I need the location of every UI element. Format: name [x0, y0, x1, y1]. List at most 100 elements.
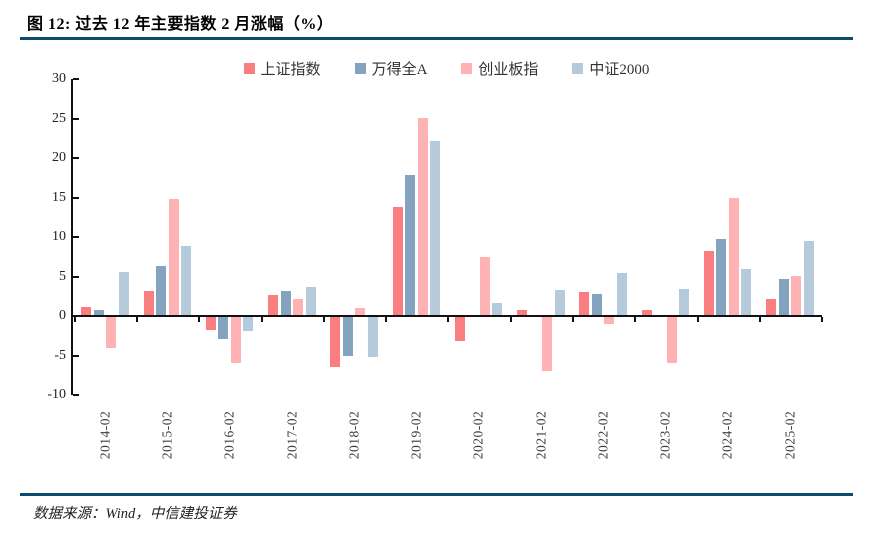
bar	[679, 289, 690, 316]
bar	[517, 309, 528, 316]
x-tick-label-text: 2016-02	[221, 410, 237, 460]
bar	[106, 316, 117, 349]
x-tick-label-text: 2019-02	[408, 410, 424, 460]
bar	[554, 289, 565, 316]
y-tick-label: 15	[52, 189, 66, 205]
x-axis-tick	[322, 317, 325, 322]
bar	[268, 295, 279, 316]
bar	[355, 308, 366, 316]
bar	[579, 292, 590, 316]
legend-label: 万得全A	[371, 61, 428, 78]
bar	[542, 316, 553, 371]
bar	[392, 206, 403, 316]
y-tick-label: 20	[52, 150, 66, 165]
y-axis-tick	[73, 354, 79, 357]
bar	[454, 316, 465, 342]
x-axis-tick	[73, 317, 76, 322]
bar	[604, 316, 615, 324]
legend-swatch-icon	[572, 62, 584, 74]
y-axis-tick	[73, 275, 79, 278]
bar	[93, 309, 104, 316]
x-axis-tick	[260, 317, 263, 322]
x-tick-label-text: 2023-02	[657, 410, 673, 460]
bar	[181, 246, 192, 316]
bar	[293, 298, 304, 316]
bar	[280, 290, 291, 316]
x-tick-label-text: 2022-02	[595, 410, 611, 460]
bar	[591, 293, 602, 316]
bar	[716, 239, 727, 316]
legend-item: 上证指数	[243, 58, 321, 79]
x-tick-label-text: 2014-02	[97, 410, 112, 460]
bar	[405, 174, 416, 316]
y-tick-label: 5	[59, 268, 66, 284]
y-axis-tick	[73, 196, 79, 199]
legend-item: 创业板指	[461, 58, 538, 79]
x-tick-label-text: 2020-02	[470, 410, 486, 460]
footer-divider	[20, 493, 853, 496]
bar	[479, 256, 490, 316]
bar	[143, 290, 154, 316]
bar	[205, 316, 216, 331]
x-tick-label-text: 2015-02	[159, 410, 175, 460]
legend-swatch-icon	[243, 62, 255, 74]
figure-title: 图 12: 过去 12 年主要指数 2 月涨幅（%）	[27, 16, 334, 33]
data-source: 数据来源：Wind，中信建投证券	[33, 506, 237, 522]
x-axis-tick	[198, 317, 201, 322]
x-tick-label-text: 2025-02	[781, 410, 797, 460]
x-axis-tick	[821, 317, 824, 322]
bar	[305, 286, 316, 316]
y-tick-label: -5	[54, 347, 66, 363]
bar	[156, 266, 167, 316]
x-axis-tick	[509, 317, 512, 322]
y-axis-tick	[73, 78, 79, 80]
bar	[778, 278, 789, 316]
bar	[330, 316, 341, 367]
x-tick-label-text: 2021-02	[532, 410, 548, 460]
legend-swatch-icon	[354, 62, 366, 74]
legend-label: 创业板指	[478, 61, 539, 78]
bar	[218, 316, 229, 339]
bar	[641, 310, 652, 316]
x-axis-line	[71, 315, 822, 317]
x-tick-label-text: 2018-02	[346, 410, 362, 460]
y-axis-tick	[73, 117, 79, 120]
x-tick-label-text: 2024-02	[719, 410, 735, 460]
bar	[666, 316, 677, 363]
title-divider	[20, 37, 853, 40]
bar	[728, 198, 739, 316]
bar	[791, 275, 802, 316]
legend-item: 万得全A	[354, 58, 428, 79]
bar	[417, 117, 428, 316]
x-tick-label-text: 2017-02	[283, 410, 299, 460]
chart-legend: 上证指数 万得全A 创业板指 中证2000	[72, 58, 821, 78]
legend-label: 中证2000	[589, 61, 650, 78]
y-axis-tick	[73, 157, 79, 159]
legend-label: 上证指数	[260, 61, 321, 78]
y-axis-tick	[73, 236, 79, 238]
x-axis-tick	[447, 317, 450, 322]
bar	[118, 271, 129, 316]
y-tick-label: 25	[52, 110, 66, 126]
legend-item: 中证2000	[572, 58, 649, 79]
y-tick-label: 0	[59, 308, 66, 323]
y-tick-label: -10	[47, 387, 66, 402]
bar	[430, 141, 441, 316]
x-axis-tick	[696, 317, 699, 322]
bar	[741, 269, 752, 316]
y-axis-line	[71, 79, 73, 395]
y-tick-label: 10	[52, 229, 66, 244]
bar	[803, 240, 814, 316]
bar	[367, 316, 378, 358]
bar	[703, 251, 714, 316]
bar	[230, 316, 241, 363]
bar	[243, 316, 254, 331]
x-axis-tick	[758, 317, 761, 322]
bar	[492, 302, 503, 316]
bar	[616, 273, 627, 316]
x-axis-tick	[634, 317, 637, 322]
bar	[168, 199, 179, 316]
y-tick-label: 30	[52, 71, 66, 86]
